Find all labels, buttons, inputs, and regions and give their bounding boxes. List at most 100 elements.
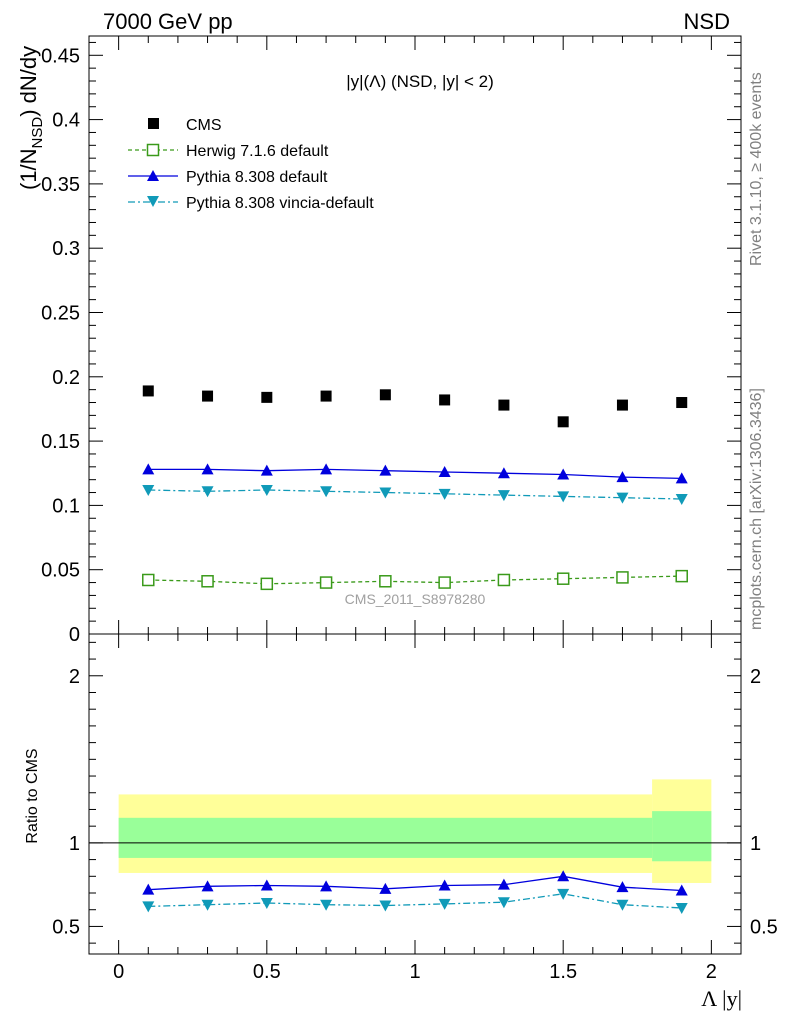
legend-label-cms: CMS (186, 117, 222, 134)
main-point-herwig (497, 573, 511, 587)
ratio-point-vincia (320, 899, 333, 911)
ratio-point-vincia (379, 900, 392, 912)
main-point-herwig (142, 573, 155, 587)
main-point-cms (616, 399, 628, 411)
x-tick-label: 2 (706, 961, 717, 983)
main-line-vincia (148, 489, 682, 500)
main-point-vincia (675, 493, 688, 505)
legend-entry-vincia: Pythia 8.308 vincia-default (128, 195, 374, 212)
ratio-y-axis-label: Ratio to CMS (24, 748, 41, 843)
main-plot-series (142, 385, 688, 591)
main-y-tick-label: 0.4 (52, 110, 80, 132)
main-point-vincia (201, 486, 214, 498)
legend-marker-vincia (147, 196, 159, 207)
main-point-herwig (556, 572, 570, 585)
ratio-y-tick-label-right: 2 (750, 666, 761, 688)
ratio-point-vincia (616, 899, 629, 911)
main-point-herwig (438, 576, 451, 589)
main-point-pythia (201, 463, 214, 475)
main-point-herwig (379, 575, 392, 588)
ratio-point-pythia (142, 883, 155, 895)
main-point-pythia (438, 465, 451, 477)
ratio-point-pythia (616, 881, 629, 893)
ratio-point-vincia (260, 898, 273, 910)
main-point-pythia (675, 472, 688, 484)
ratio-y-tick-label-left: 0.5 (52, 916, 80, 938)
ratio-point-pythia (557, 870, 570, 882)
x-tick-label: 1.5 (549, 961, 577, 983)
main-point-cms (261, 391, 273, 403)
main-point-cms (498, 399, 510, 411)
legend-marker-cms (148, 118, 159, 129)
legend-label-herwig: Herwig 7.1.6 default (186, 143, 329, 160)
main-point-pythia (260, 464, 273, 476)
rivet-version-text: Rivet 3.1.10, ≥ 400k events (748, 72, 765, 266)
main-point-pythia (379, 464, 392, 476)
main-point-vincia (616, 492, 629, 504)
main-y-tick-label: 0.25 (41, 302, 80, 324)
legend-entry-pythia: Pythia 8.308 default (128, 169, 328, 186)
main-point-cms (676, 397, 688, 409)
main-point-vincia (379, 487, 392, 499)
main-point-cms (379, 389, 391, 401)
main-point-pythia (142, 463, 155, 475)
ratio-uncertainty-bands (118, 779, 712, 883)
main-line-herwig (148, 575, 682, 585)
ratio-line-vincia (148, 893, 682, 909)
band-inner (118, 817, 653, 858)
main-y-tick-label: 0.45 (41, 45, 80, 67)
ratio-point-pythia (320, 880, 333, 892)
ratio-y-tick-label-right: 1 (750, 833, 761, 855)
main-point-cms (439, 394, 451, 406)
ratio-y-tick-label-right: 0.5 (750, 916, 778, 938)
ratio-y-tick-label-left: 2 (69, 666, 80, 688)
main-point-herwig (675, 569, 688, 583)
main-y-tick-label: 0.2 (52, 367, 80, 389)
legend-label-vincia: Pythia 8.308 vincia-default (186, 195, 374, 212)
y-label-part2: ) dN/dy (16, 46, 41, 117)
main-point-pythia (320, 463, 333, 475)
x-tick-label: 0.5 (253, 961, 281, 983)
main-point-pythia (497, 467, 510, 479)
header-right: NSD (684, 9, 730, 34)
ratio-point-pythia (201, 880, 214, 892)
legend-marker-pythia (147, 170, 159, 181)
main-point-cms (142, 385, 154, 397)
main-point-cms (557, 416, 569, 428)
ratio-point-pythia (260, 879, 273, 891)
main-y-tick-label: 0 (69, 624, 80, 646)
main-point-herwig (319, 576, 333, 589)
main-point-vincia (142, 484, 155, 496)
ratio-point-pythia (675, 884, 688, 896)
main-point-cms (202, 390, 214, 402)
mcplots-reference-text: mcplots.cern.ch [arXiv:1306.3436] (748, 388, 765, 630)
ratio-point-vincia (675, 903, 688, 915)
main-point-pythia (616, 471, 629, 483)
main-y-axis-label: (1/NNSD) dN/dy (16, 46, 46, 190)
ratio-point-vincia (557, 888, 570, 900)
main-point-herwig (260, 577, 274, 591)
analysis-watermark: CMS_2011_S8978280 (345, 591, 486, 607)
main-y-tick-label: 0.3 (52, 238, 80, 260)
band-inner (652, 811, 712, 862)
x-axis-label: Λ |y| (701, 986, 742, 1011)
main-point-vincia (438, 488, 451, 500)
main-line-pythia (148, 468, 682, 480)
ratio-plot-series (142, 870, 688, 915)
x-tick-label: 1 (409, 961, 420, 983)
main-point-vincia (260, 484, 273, 496)
main-point-vincia (320, 486, 333, 498)
main-point-herwig (616, 571, 629, 584)
legend-entry-cms: CMS (148, 117, 222, 134)
y-label-subscript: NSD (29, 117, 46, 149)
legend-entry-herwig: Herwig 7.1.6 default (128, 143, 329, 160)
main-y-tick-label: 0.35 (41, 174, 80, 196)
legend-marker-herwig (146, 143, 160, 157)
main-point-herwig (201, 575, 214, 588)
axis-ticks: 0 0.5 1 1.5 2 0 0.05 0.1 0.15 0.2 0.25 0.3 0.35 0.4 0.… (41, 36, 778, 983)
ratio-point-pythia (438, 879, 451, 891)
ratio-point-vincia (142, 901, 155, 913)
y-label-part1: (1/N (16, 148, 41, 190)
header-left: 7000 GeV pp (103, 9, 233, 34)
